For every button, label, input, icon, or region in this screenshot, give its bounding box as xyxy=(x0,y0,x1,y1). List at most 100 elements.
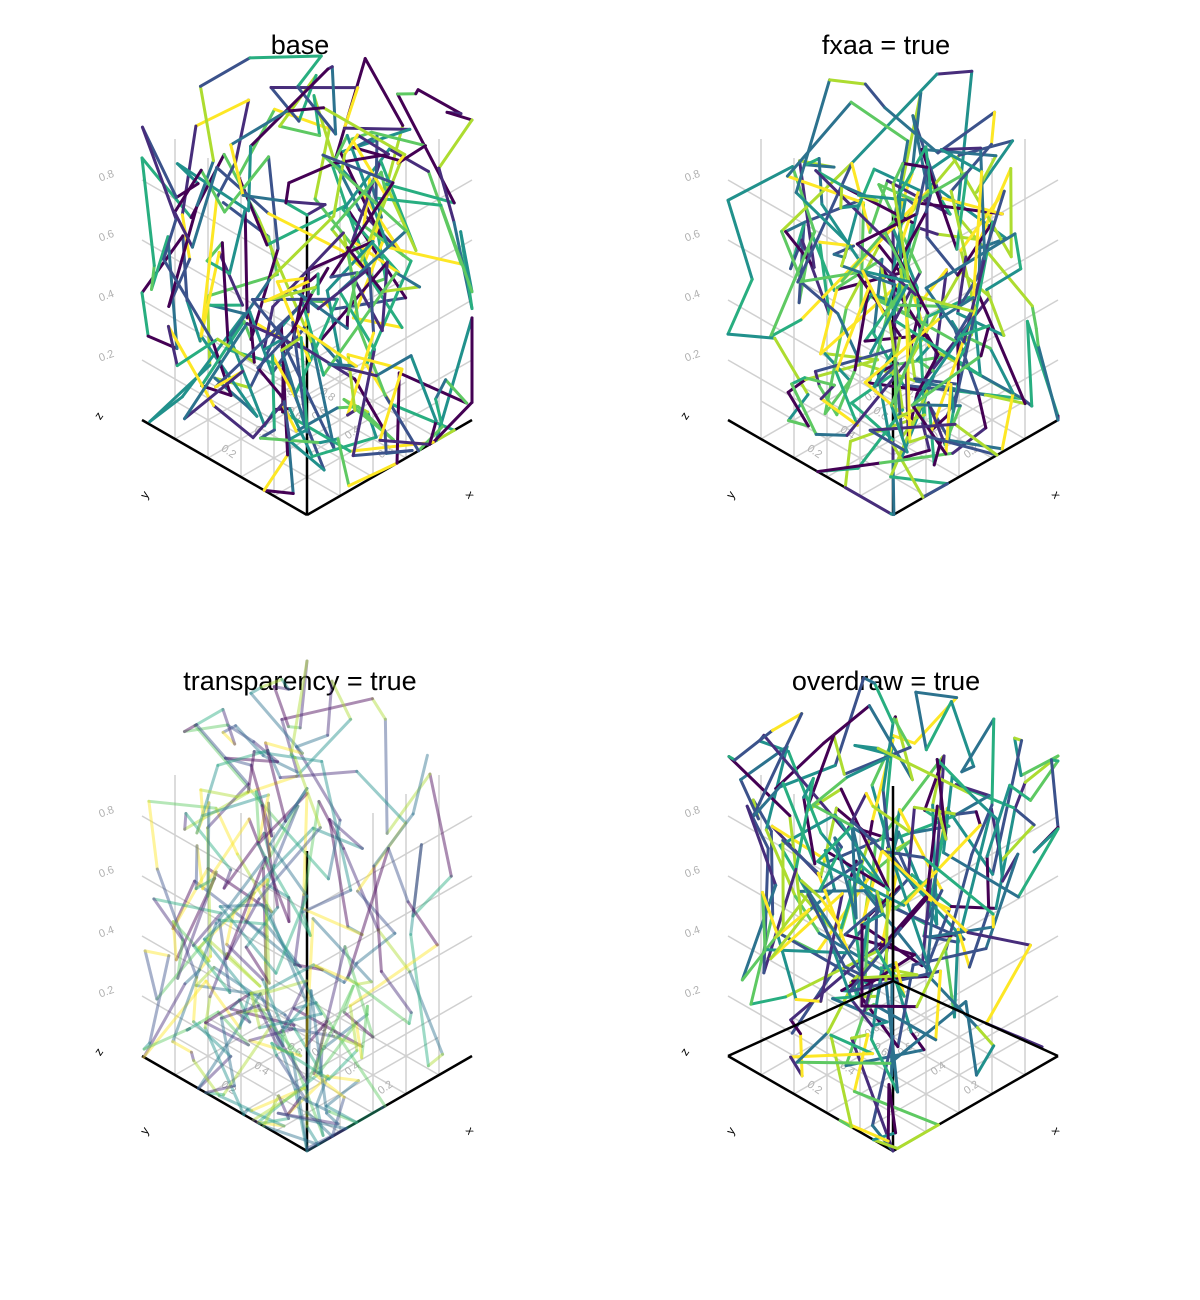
line-segment xyxy=(411,874,453,918)
line-segment xyxy=(884,845,891,983)
line-segment xyxy=(223,155,271,214)
line-segment xyxy=(326,1126,349,1141)
panel-title: transparency = true xyxy=(183,666,417,696)
line-segment xyxy=(383,429,388,455)
line-segment xyxy=(256,1120,286,1128)
line-segment xyxy=(197,878,269,950)
y-tick-label: 0.2 xyxy=(962,1078,981,1097)
grid-line xyxy=(826,1017,993,1114)
line-segment xyxy=(910,293,974,313)
line-segment xyxy=(868,428,909,454)
line-segment xyxy=(280,979,309,1033)
line-segment xyxy=(861,269,886,317)
line-segment xyxy=(192,975,199,1024)
grid-line xyxy=(174,343,341,440)
grid-line xyxy=(760,979,927,1076)
line-segment xyxy=(834,370,859,427)
line-segment xyxy=(881,849,970,934)
line-segment xyxy=(305,1127,348,1150)
line-segment xyxy=(891,859,934,978)
line-segment xyxy=(294,733,330,749)
line-segment xyxy=(817,157,824,206)
line-segment xyxy=(434,397,444,429)
line-segment xyxy=(872,361,899,388)
line-segment xyxy=(312,94,322,138)
line-segment xyxy=(930,414,949,432)
line-segment xyxy=(343,133,359,156)
line-segment xyxy=(258,428,276,440)
line-segment xyxy=(979,324,991,358)
line-segment xyxy=(795,1030,830,1064)
line-segment xyxy=(870,1020,889,1028)
line-segment xyxy=(204,1091,226,1097)
line-segment xyxy=(211,339,233,398)
line-segment xyxy=(967,908,991,969)
line-segment xyxy=(276,1111,340,1126)
z-axis-label: z xyxy=(91,1045,106,1058)
line-segment xyxy=(901,383,959,393)
line-segment xyxy=(819,383,836,401)
line-segment xyxy=(206,782,250,830)
line-segment xyxy=(985,288,1006,337)
line-segment xyxy=(329,181,395,279)
line-segment xyxy=(939,146,983,152)
line-segment xyxy=(244,945,271,985)
line-segment xyxy=(293,963,324,972)
line-segment xyxy=(305,203,327,217)
line-segment xyxy=(956,311,1006,337)
line-segment xyxy=(214,806,239,856)
line-segment xyxy=(208,952,229,999)
line-segment xyxy=(898,91,923,195)
line-segment xyxy=(142,979,208,1059)
line-segment xyxy=(353,377,387,433)
line-segment xyxy=(292,1001,318,1011)
line-segment xyxy=(813,369,821,388)
line-segment xyxy=(143,949,171,958)
line-segment xyxy=(939,148,984,174)
line-segment xyxy=(317,799,346,851)
line-segment xyxy=(881,849,925,860)
line-segment xyxy=(261,754,299,774)
z-tick-label: 0.6 xyxy=(97,228,115,245)
line-segment xyxy=(1032,827,1060,854)
line-segment xyxy=(283,786,309,823)
line-segment xyxy=(431,400,474,444)
line-segment xyxy=(275,1053,309,1104)
line-segment xyxy=(196,1054,233,1090)
line-segment xyxy=(327,362,358,368)
line-segment xyxy=(346,925,364,937)
axes xyxy=(141,851,473,1153)
line-segment xyxy=(264,741,287,823)
line-segment xyxy=(212,965,287,1017)
line-segment xyxy=(246,774,299,795)
line-segment xyxy=(860,1004,919,1009)
line-segment xyxy=(949,142,993,193)
line-segment xyxy=(811,775,849,807)
line-segment xyxy=(352,134,379,150)
line-segment xyxy=(459,230,474,294)
z-tick-label: 0.4 xyxy=(97,288,115,305)
line-segment xyxy=(869,1037,900,1094)
line-segment xyxy=(171,879,197,931)
line-segment xyxy=(935,757,948,841)
line-segment xyxy=(263,878,269,965)
line-segment xyxy=(342,847,380,932)
line-segment xyxy=(319,1047,324,1078)
line-segment xyxy=(214,301,305,389)
line-segment xyxy=(773,336,810,397)
line-segment xyxy=(894,961,906,998)
line-segment xyxy=(182,723,229,734)
line-segment xyxy=(379,969,413,1015)
line-segment xyxy=(914,690,959,700)
line-segment xyxy=(881,788,891,849)
line-segment xyxy=(252,740,280,764)
line-segment xyxy=(769,891,844,961)
line-segment xyxy=(294,745,342,822)
line-segment xyxy=(985,267,1023,292)
line-segment xyxy=(185,1027,192,1032)
line-segment xyxy=(346,846,390,980)
line-segment xyxy=(925,804,939,901)
line-segment xyxy=(394,271,422,289)
line-segment xyxy=(871,1138,899,1150)
line-segment xyxy=(857,167,876,208)
